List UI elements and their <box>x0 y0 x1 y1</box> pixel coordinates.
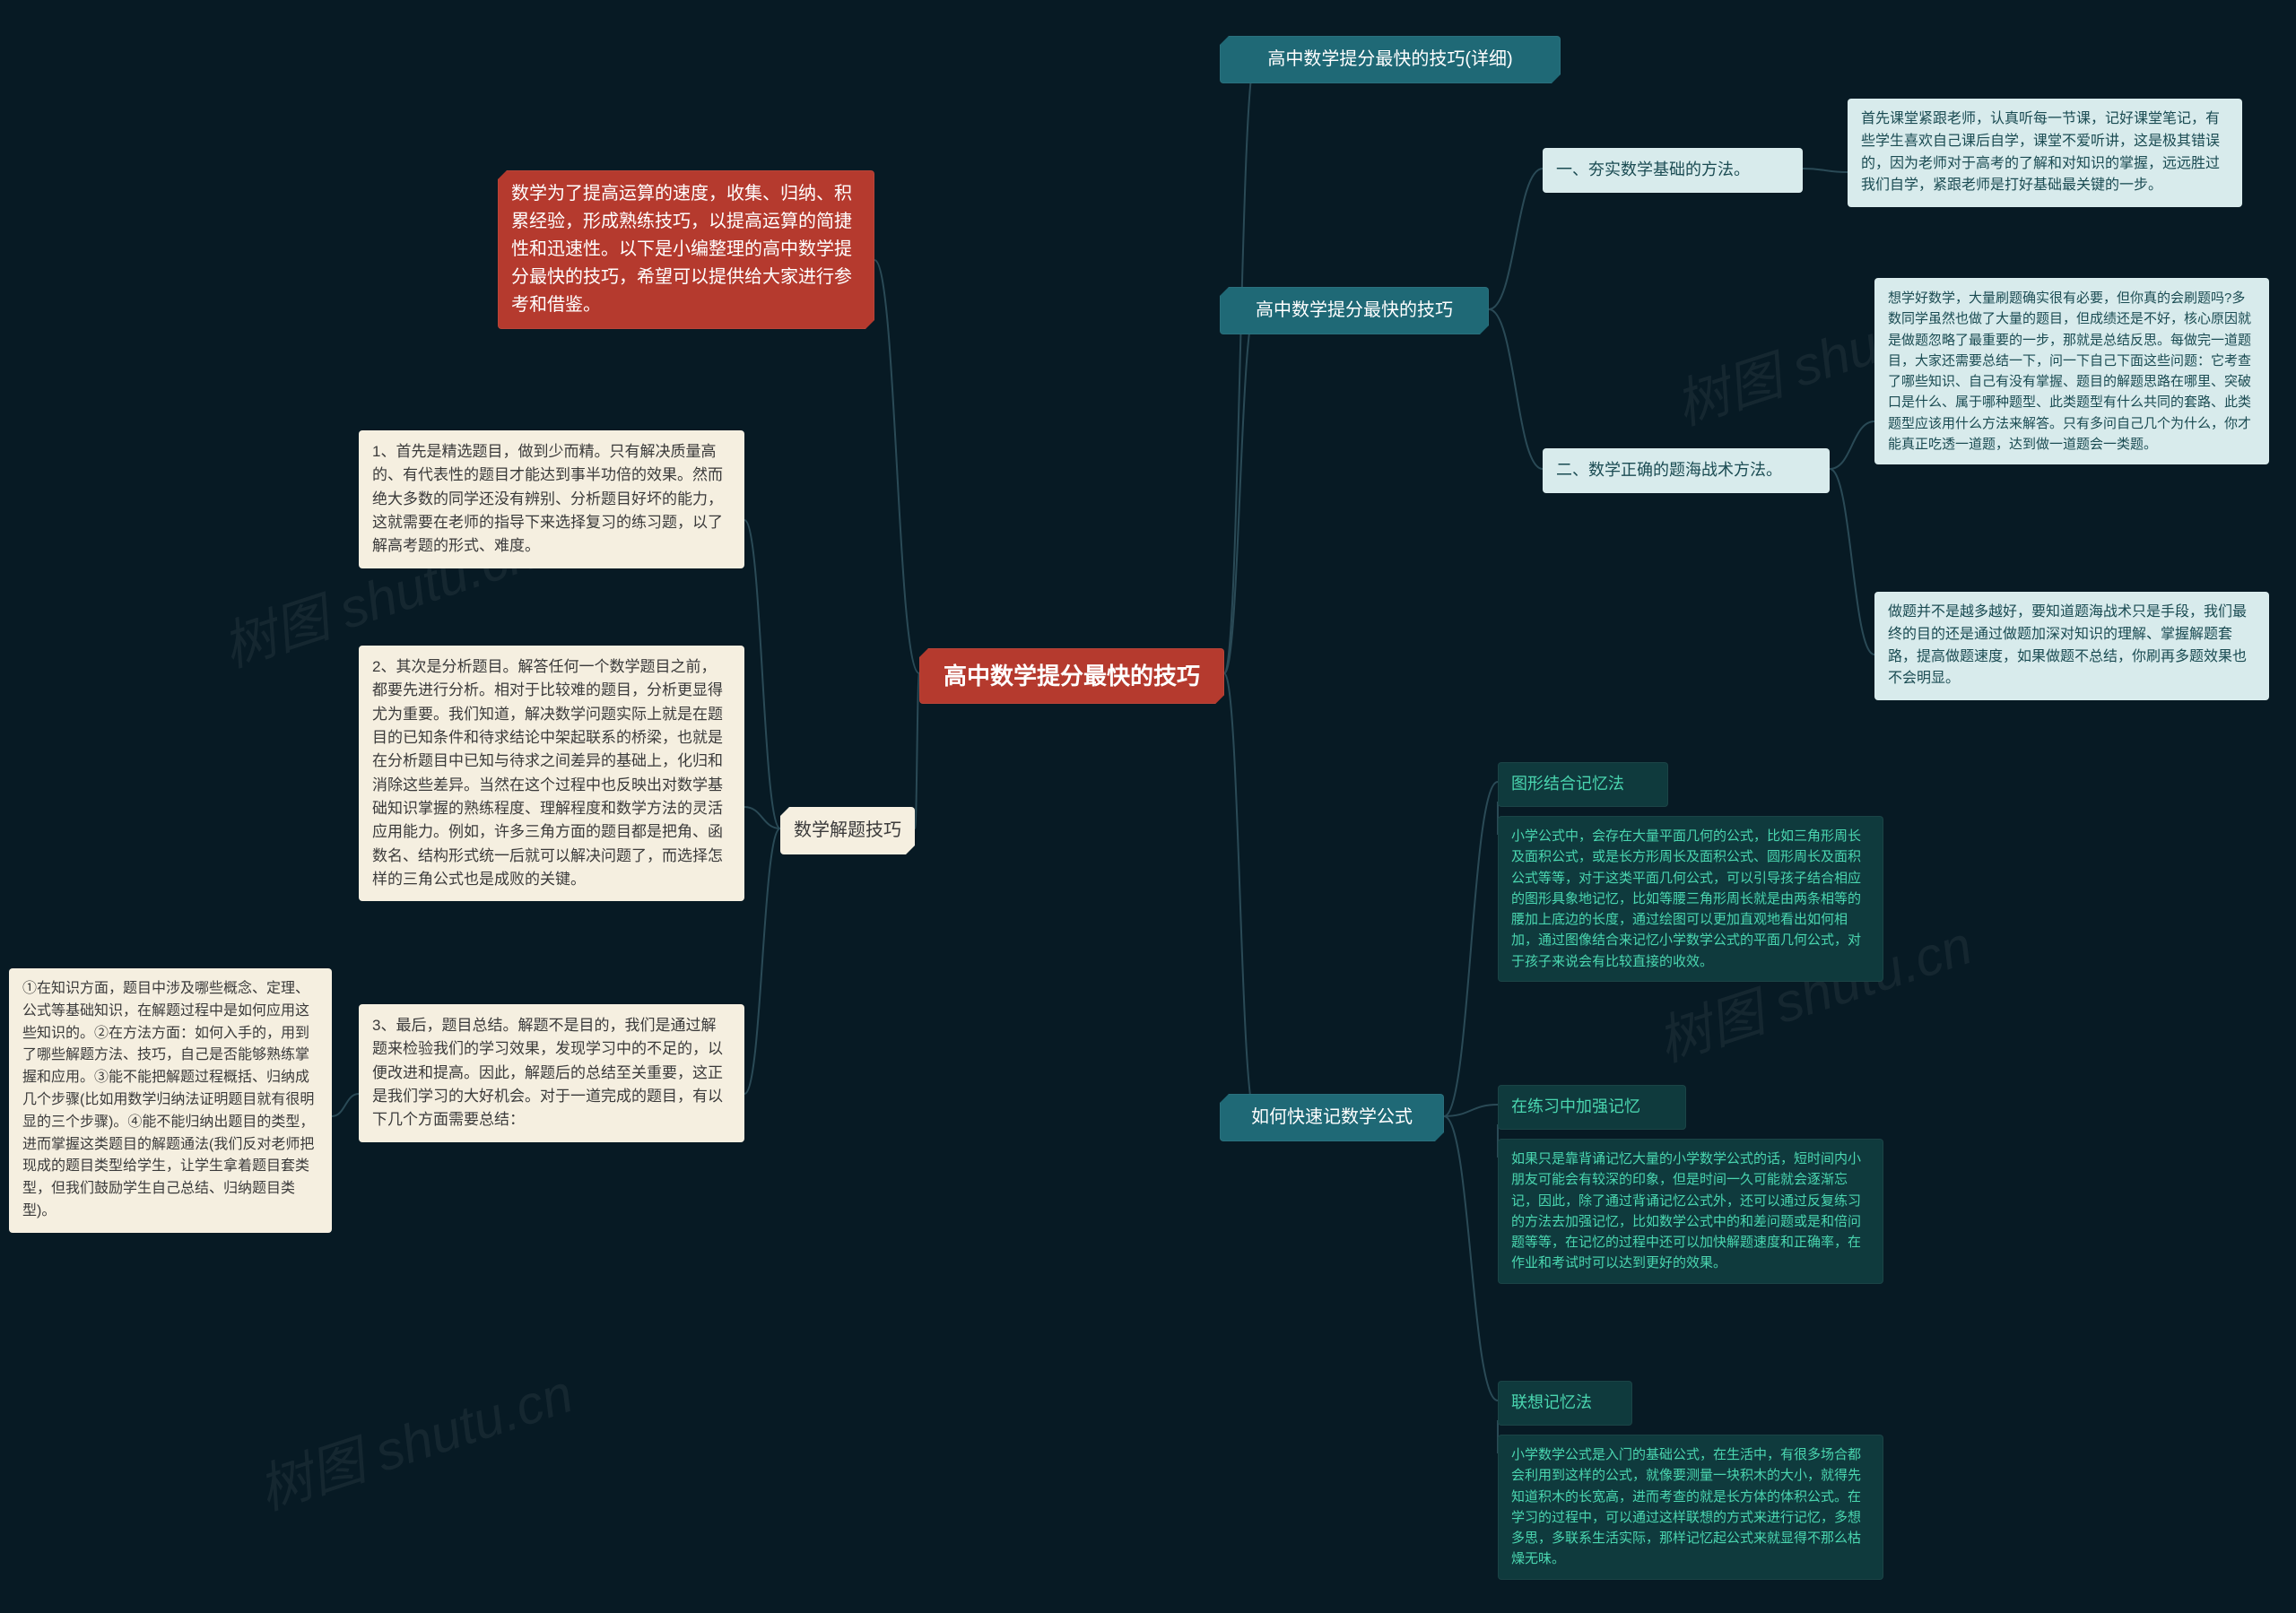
tip-3[interactable]: 3、最后，题目总结。解题不是目的，我们是通过解题来检验我们的学习效果，发现学习中… <box>359 1004 744 1142</box>
formula-2-title[interactable]: 在练习中加强记忆 <box>1498 1085 1686 1130</box>
edge-layer <box>0 0 2296 1613</box>
formula-3-title[interactable]: 联想记忆法 <box>1498 1381 1632 1426</box>
intro-node[interactable]: 数学为了提高运算的速度，收集、归纳、积累经验，形成熟练技巧，以提高运算的简捷性和… <box>498 170 874 329</box>
formula-label[interactable]: 如何快速记数学公式 <box>1220 1094 1444 1141</box>
techniques-label[interactable]: 高中数学提分最快的技巧 <box>1220 287 1489 334</box>
method-2-label[interactable]: 二、数学正确的题海战术方法。 <box>1543 448 1830 493</box>
method-1-label[interactable]: 一、夯实数学基础的方法。 <box>1543 148 1803 193</box>
tip-3-detail[interactable]: ①在知识方面，题目中涉及哪些概念、定理、公式等基础知识，在解题过程中是如何应用这… <box>9 968 332 1233</box>
formula-1-body[interactable]: 小学公式中，会存在大量平面几何的公式，比如三角形周长及面积公式，或是长方形周长及… <box>1498 816 1883 982</box>
method-2-body-2[interactable]: 做题并不是越多越好，要知道题海战术只是手段，我们最终的目的还是通过做题加深对知识… <box>1874 592 2269 700</box>
tip-1[interactable]: 1、首先是精选题目，做到少而精。只有解决质量高的、有代表性的题目才能达到事半功倍… <box>359 430 744 568</box>
method-1-body[interactable]: 首先课堂紧跟老师，认真听每一节课，记好课堂笔记，有些学生喜欢自己课后自学，课堂不… <box>1848 99 2242 207</box>
detail-top[interactable]: 高中数学提分最快的技巧(详细) <box>1220 36 1561 83</box>
formula-3-body[interactable]: 小学数学公式是入门的基础公式，在生活中，有很多场合都会利用到这样的公式，就像要测… <box>1498 1435 1883 1580</box>
tips-label[interactable]: 数学解题技巧 <box>780 807 915 854</box>
formula-2-body[interactable]: 如果只是靠背诵记忆大量的小学数学公式的话，短时间内小朋友可能会有较深的印象，但是… <box>1498 1139 1883 1284</box>
method-2-body-1[interactable]: 想学好数学，大量刷题确实很有必要，但你真的会刷题吗?多数同学虽然也做了大量的题目… <box>1874 278 2269 464</box>
formula-1-title[interactable]: 图形结合记忆法 <box>1498 762 1668 807</box>
watermark: 树图 shutu.cn <box>247 1350 581 1525</box>
mindmap-canvas: 树图 shutu.cn 树图 shutu.cn 树图 shutu.cn 树图 s… <box>0 0 2296 1613</box>
root-node[interactable]: 高中数学提分最快的技巧 <box>919 648 1224 704</box>
tip-2[interactable]: 2、其次是分析题目。解答任何一个数学题目之前，都要先进行分析。相对于比较难的题目… <box>359 646 744 901</box>
